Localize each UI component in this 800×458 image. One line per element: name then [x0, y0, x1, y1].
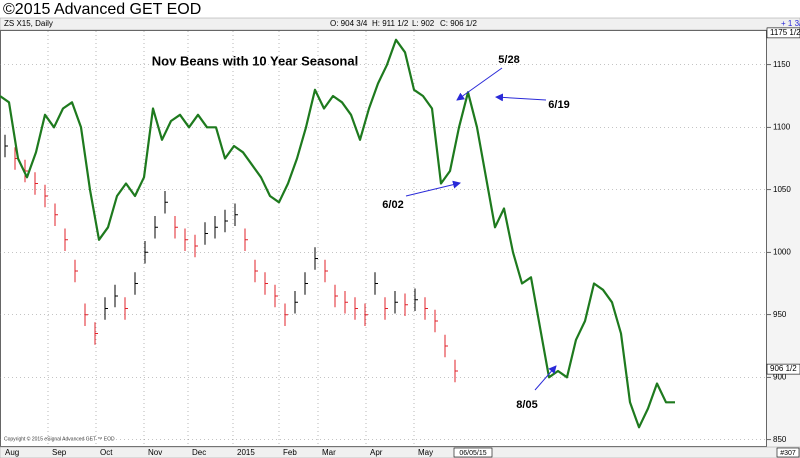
time-axis	[0, 446, 800, 458]
annotation: 6/19	[548, 99, 569, 111]
arrow	[534, 365, 557, 391]
copyright: Copyright © 2015 eSignal Advanced GET ™ …	[4, 435, 115, 442]
y-tick-label: 1150	[773, 60, 791, 69]
arrow	[495, 93, 547, 102]
y-tick-label: 950	[773, 310, 787, 319]
x-tick-label: Mar	[322, 448, 336, 457]
date: 06/05/15	[459, 450, 486, 457]
change: + 1 3/4	[781, 19, 800, 28]
high: H: 911 1/2	[372, 19, 409, 28]
x-tick-label: Feb	[283, 448, 297, 457]
last-marker-box	[766, 363, 800, 375]
y-tick-label: 900	[773, 372, 787, 381]
open: O: 904 3/4	[330, 19, 368, 28]
title-bar	[0, 0, 800, 18]
app-title: ©2015 Advanced GET EOD	[3, 1, 201, 18]
top-marker-box	[766, 27, 800, 39]
date-box	[453, 447, 493, 458]
count-box	[776, 447, 800, 458]
price-axis	[767, 30, 800, 447]
x-tick-label: Aug	[5, 448, 19, 457]
y-tick-label: 1050	[773, 185, 791, 194]
x-tick-label: Nov	[148, 448, 162, 457]
x-tick-label: Oct	[100, 448, 113, 457]
close: C: 906 1/2	[440, 19, 477, 28]
y-tick-label: 1100	[773, 122, 791, 131]
annotation: 8/05	[516, 399, 537, 411]
y-tick-label: 850	[773, 435, 787, 444]
annotation: 5/28	[498, 54, 519, 66]
chart-title: Nov Beans with 10 Year Seasonal	[152, 53, 358, 68]
y-tick-label: 1000	[773, 247, 791, 256]
symbol: ZS X15, Daily	[4, 19, 53, 28]
x-tick-label: May	[418, 448, 433, 457]
arrow	[405, 180, 461, 197]
low: L: 902	[412, 19, 435, 28]
x-tick-label: Apr	[370, 448, 383, 457]
bar-count: #307	[780, 450, 796, 457]
plot-frame	[0, 30, 767, 447]
arrow	[456, 67, 503, 101]
x-tick-label: Dec	[192, 448, 206, 457]
x-tick-label: 2015	[237, 448, 255, 457]
seasonal-line	[0, 38, 675, 429]
last-marker-label: 906 1/2	[770, 364, 797, 373]
annotation: 6/02	[382, 199, 403, 211]
top-marker-label: 1175 1/2	[770, 28, 800, 37]
x-tick-label: Sep	[52, 448, 67, 457]
